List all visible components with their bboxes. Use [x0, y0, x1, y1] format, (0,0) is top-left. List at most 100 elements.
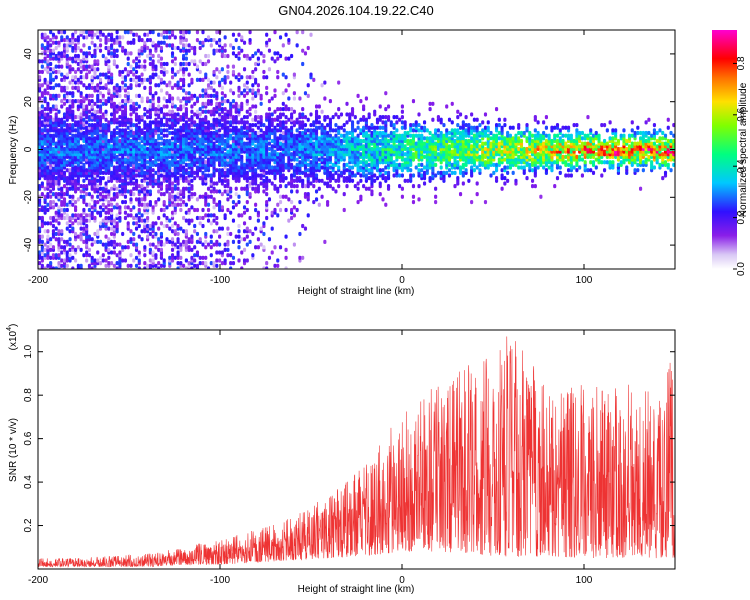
heatmap-cell [68, 104, 72, 109]
heatmap-cell [168, 191, 172, 197]
heatmap-cell [140, 128, 144, 133]
heatmap-cell [112, 165, 116, 170]
heatmap-cell [195, 157, 200, 162]
heatmap-cell [265, 266, 269, 269]
heatmap-cell [71, 85, 75, 91]
heatmap-cell [204, 231, 208, 237]
heatmap-cell [278, 184, 283, 189]
heatmap-cell [104, 263, 108, 268]
heatmap-cell [190, 93, 194, 98]
heatmap-cell [93, 43, 97, 48]
heatmap-cell [273, 51, 277, 56]
heatmap-cell [373, 125, 377, 130]
heatmap-cell [231, 32, 236, 37]
heatmap-cell [40, 32, 44, 37]
heatmap-cell [82, 117, 86, 122]
heatmap-cell [96, 194, 100, 199]
heatmap-cell [168, 30, 172, 35]
heatmap-cell [118, 35, 122, 40]
heatmap-cell [206, 93, 211, 98]
heatmap-cell [101, 93, 105, 98]
heatmap-cell [190, 104, 194, 109]
heatmap-cell [378, 125, 382, 130]
heatmap-cell [98, 239, 103, 245]
heatmap-cell [215, 239, 219, 245]
heatmap-cell [112, 184, 116, 189]
heatmap-cell [290, 199, 294, 205]
heatmap-cell [389, 144, 393, 149]
heatmap-cell [198, 221, 202, 226]
heatmap-cell [337, 114, 341, 120]
heatmap-cell [132, 205, 136, 210]
heatmap-cell [46, 59, 50, 64]
heatmap-cell [74, 30, 78, 35]
heatmap-cell [320, 122, 324, 128]
heatmap-cell [176, 80, 180, 85]
heatmap-cell [281, 43, 285, 48]
heatmap-cell [414, 141, 418, 146]
heatmap-cell [76, 245, 80, 250]
heatmap-cell [38, 207, 42, 213]
heatmap-cell [179, 48, 183, 53]
heatmap-cell [220, 226, 224, 231]
heatmap-cell [331, 114, 335, 120]
heatmap-cell [226, 207, 230, 213]
heatmap-cell [298, 96, 302, 101]
heatmap-cell [381, 120, 385, 125]
heatmap-cell [229, 101, 233, 106]
heatmap-cell [262, 130, 266, 136]
heatmap-cell [43, 88, 47, 93]
heatmap-cell [134, 255, 139, 260]
heatmap-cell [389, 130, 393, 136]
heatmap-cell [240, 75, 244, 80]
heatmap-cell [240, 101, 244, 106]
heatmap-cell [143, 85, 147, 91]
heatmap-cell [359, 165, 363, 170]
heatmap-cell [187, 48, 191, 53]
heatmap-cell [118, 40, 122, 45]
heatmap-cell [218, 258, 222, 263]
heatmap-cell [43, 205, 47, 210]
heatmap-cell [187, 91, 191, 96]
heatmap-cell [276, 263, 280, 268]
heatmap-cell [165, 117, 169, 122]
heatmap-cell [179, 255, 183, 260]
heatmap-cell [290, 112, 294, 117]
heatmap-cell [57, 93, 61, 98]
heatmap-cell [126, 239, 130, 245]
heatmap-cell [96, 59, 100, 64]
heatmap-cell [110, 117, 114, 122]
heatmap-cell [364, 130, 368, 136]
heatmap-cell [87, 136, 92, 141]
heatmap-cell [215, 67, 219, 72]
heatmap-cell [251, 75, 255, 80]
heatmap-cell [65, 85, 69, 91]
heatmap-cell [74, 133, 78, 138]
heatmap-cell [165, 83, 169, 88]
heatmap-cell [301, 30, 305, 35]
heatmap-cell [284, 266, 288, 269]
heatmap-cell [190, 191, 194, 197]
heatmap-cell [190, 114, 194, 120]
heatmap-cell [134, 61, 139, 67]
heatmap-cell [229, 120, 233, 125]
heatmap-cell [262, 75, 266, 80]
heatmap-cell [237, 128, 241, 133]
heatmap-cell [267, 197, 272, 202]
heatmap-cell [76, 120, 80, 125]
heatmap-cell [87, 109, 92, 114]
heatmap-cell [237, 223, 241, 229]
heatmap-cell [375, 125, 380, 130]
heatmap-cell [82, 253, 86, 258]
heatmap-cell [96, 258, 100, 263]
heatmap-cell [79, 184, 83, 189]
heatmap-cell [364, 186, 368, 191]
heatmap-cell [40, 255, 44, 260]
heatmap-cell [162, 199, 166, 205]
heatmap-cell [154, 245, 158, 250]
heatmap-cell [206, 83, 211, 88]
heatmap-cell [85, 191, 89, 197]
heatmap-cell [79, 189, 83, 194]
heatmap-cell [65, 168, 69, 173]
heatmap-cell [65, 99, 69, 104]
